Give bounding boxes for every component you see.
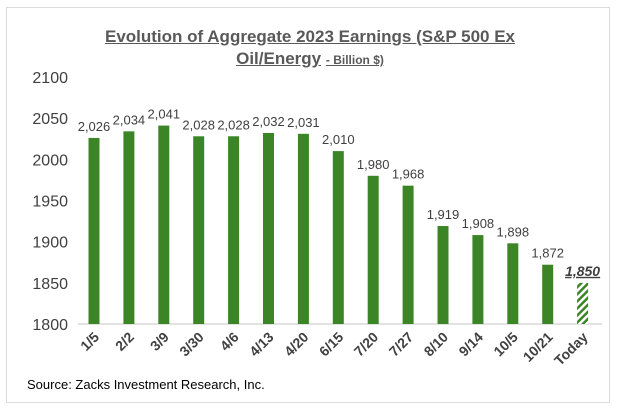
bar: [367, 175, 379, 324]
bar: [437, 226, 449, 324]
y-tick-label: 1800: [32, 317, 68, 334]
x-tick-label: 8/10: [421, 329, 452, 360]
x-tick-label: 3/9: [147, 329, 172, 354]
data-label: 2,041: [148, 107, 181, 122]
data-label: 2,031: [287, 115, 320, 130]
chart-frame: [6, 7, 610, 403]
data-label: 2,028: [217, 117, 250, 132]
chart-title: Evolution of Aggregate 2023 Earnings (S&…: [0, 26, 620, 71]
bar: [88, 137, 100, 324]
x-tick-label: 9/14: [455, 329, 486, 360]
title-line-2: Oil/Energy: [236, 49, 322, 68]
x-tick-label: 2/2: [112, 329, 137, 354]
data-label: 1,919: [427, 207, 460, 222]
bar: [402, 185, 414, 324]
y-tick-label: 2050: [32, 111, 68, 128]
data-label: 1,872: [531, 246, 564, 261]
bar: [472, 235, 484, 324]
y-tick-label: 2100: [32, 70, 68, 87]
x-tick-label: 6/15: [316, 329, 347, 360]
data-label: 1,850: [565, 263, 600, 279]
title-suffix: - Billion $): [325, 53, 384, 67]
x-tick-label: 7/27: [386, 329, 417, 360]
data-label: 1,968: [392, 167, 425, 182]
bar: [123, 131, 135, 324]
x-tick-label: 7/20: [351, 329, 382, 360]
x-tick-label: Today: [551, 329, 591, 369]
data-label: 1,908: [462, 216, 495, 231]
x-tick-label: 10/5: [490, 329, 521, 360]
x-tick-label: 3/30: [176, 329, 207, 360]
data-label: 2,032: [252, 114, 285, 129]
bar: [263, 132, 274, 324]
bar: [158, 125, 170, 325]
source-note: Source: Zacks Investment Research, Inc.: [27, 377, 265, 392]
bar: [228, 136, 240, 324]
title-line-1: Evolution of Aggregate 2023 Earnings (S&…: [104, 27, 515, 46]
y-tick-label: 1900: [32, 235, 68, 252]
x-tick-label: 10/21: [520, 329, 556, 365]
data-label: 2,034: [113, 112, 146, 127]
y-tick-label: 1950: [32, 194, 68, 211]
bar: [577, 282, 589, 324]
x-tick-label: 4/13: [246, 329, 277, 360]
bar: [507, 243, 519, 324]
y-tick-label: 1850: [32, 276, 68, 293]
data-label: 2,010: [322, 132, 355, 147]
bar: [193, 136, 205, 324]
bar: [542, 264, 554, 324]
x-tick-label: 4/6: [217, 329, 242, 354]
bar: [332, 151, 344, 324]
data-label: 2,028: [182, 117, 215, 132]
data-label: 1,980: [357, 157, 390, 172]
y-tick-label: 2000: [32, 152, 68, 169]
data-label: 1,898: [497, 224, 530, 239]
bar: [297, 133, 309, 324]
data-label: 2,026: [78, 119, 111, 134]
x-tick-label: 4/20: [281, 329, 312, 360]
x-tick-label: 1/5: [77, 329, 102, 354]
